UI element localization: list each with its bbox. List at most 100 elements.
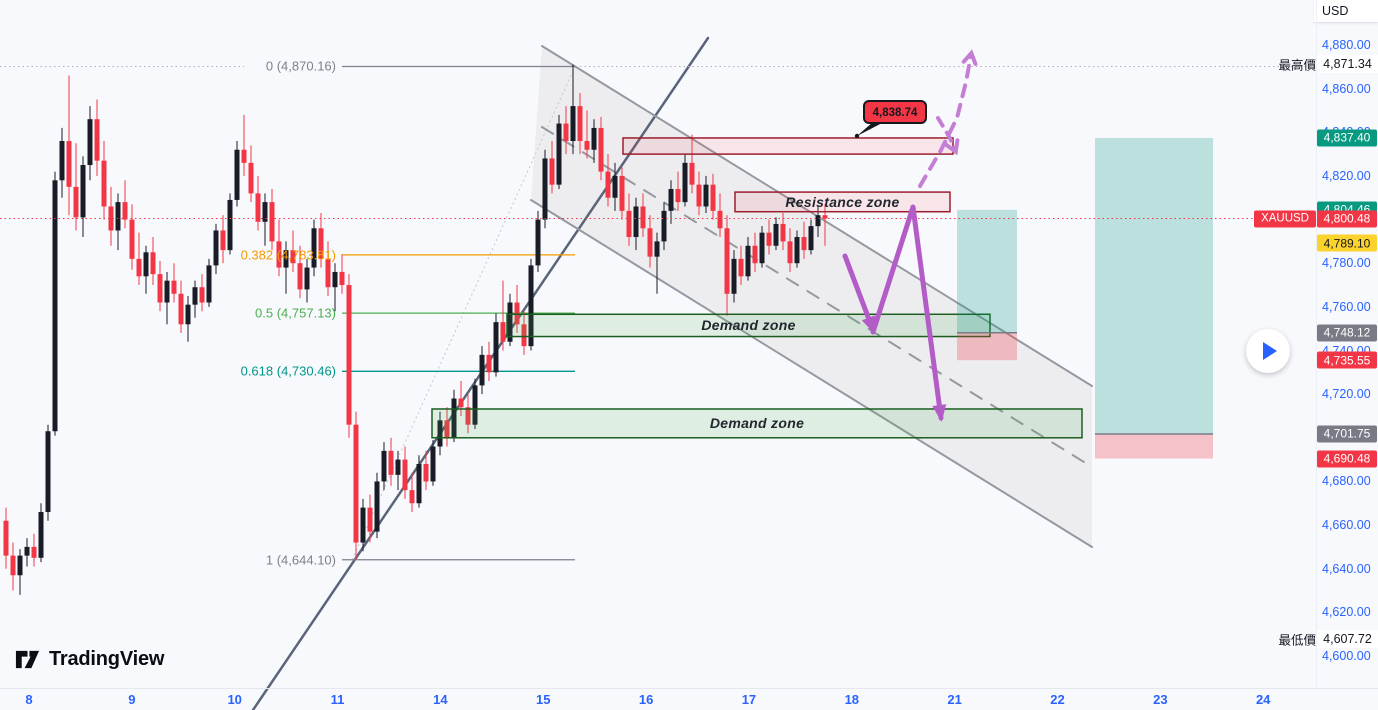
candle-body [59,141,65,181]
candle-body [661,210,667,242]
time-label-17: 17 [741,692,757,707]
candle-body [332,271,338,288]
candle-body [297,263,303,290]
candle-body [612,175,618,198]
candle-body [654,241,660,257]
channel-lower-line[interactable] [530,199,1093,548]
price-callout[interactable]: 4,838.74 [854,100,927,139]
time-label-8: 8 [25,692,33,707]
candle-body [227,199,233,251]
candle-body [773,223,779,246]
time-label-23: 23 [1153,692,1168,707]
candle-body [822,215,828,219]
channel-mid-line[interactable] [541,126,1093,468]
axis-currency-cell[interactable]: USD [1314,0,1378,23]
projection-arrow-dashed-up[interactable] [918,49,978,188]
candle-body [129,219,135,259]
candle-body [38,511,44,558]
candle-body [220,230,226,251]
time-label-24: 24 [1255,692,1271,707]
candle-body [255,193,261,222]
candle-body [311,228,317,268]
candle-body [248,162,254,194]
candle-body [213,230,219,266]
candle-body [598,127,604,172]
candle-body [143,252,149,277]
candle-body [619,175,625,211]
descending-channel-fill[interactable] [531,46,1092,547]
candle-body [73,186,79,218]
candle-body [668,189,674,211]
candle-body [724,228,730,294]
candle-body [710,184,716,211]
candle-body [262,202,268,222]
demand-zone-2[interactable] [431,408,1083,439]
time-label-16: 16 [638,692,654,707]
candle-body [626,210,632,238]
replay-play-button[interactable] [1246,329,1290,373]
candle-body [185,304,191,325]
demand-zone-1[interactable] [506,313,991,338]
candle-body [3,520,9,556]
candle-body [101,160,107,207]
time-label-14: 14 [433,692,448,707]
candle-body [17,555,23,576]
candle-body [10,555,16,576]
candle-body [388,450,394,475]
long-position-small-profit-area[interactable] [957,209,1017,333]
candle-body [87,119,93,166]
candle-body [346,285,352,425]
candle-body [458,398,464,408]
play-icon [1263,342,1277,360]
candle-body [325,258,331,288]
projection-arrow-zigzag[interactable] [870,204,947,422]
candle-body [395,459,401,475]
long-position-small-loss-area[interactable] [957,332,1017,361]
supply-box[interactable] [622,137,954,155]
candle-body [577,106,583,142]
candle-body [808,226,814,251]
candle-body [794,237,800,264]
projection-arrow-dashed-hook[interactable] [936,116,960,156]
time-label-9: 9 [128,692,136,707]
candle-body [801,237,807,251]
candle-body [787,241,793,264]
candle-body [234,149,240,200]
candle-body [486,354,492,373]
time-label-15: 15 [536,692,551,707]
long-position-large-profit-area[interactable] [1095,137,1213,434]
candle-body [759,232,765,264]
candle-body [304,267,310,290]
candle-body [682,162,688,203]
resistance-zone[interactable] [734,191,951,213]
candle-body [24,546,30,556]
tradingview-logo-text: TradingView [49,648,165,670]
projection-arrow-down-1[interactable] [842,253,876,334]
candle-body [591,127,597,150]
long-position-large-loss-area[interactable] [1095,433,1213,459]
candle-body [647,228,653,257]
candle-body [353,424,359,543]
time-axis[interactable]: 8 9 10 11 14 15 16 17 18 21 22 23 24 [0,688,1378,710]
candle-body [276,241,282,268]
candle-body [633,206,639,238]
candle-body [178,293,184,325]
candle-body [45,431,51,512]
tradingview-logo[interactable]: TradingView [14,646,164,673]
candle-body [556,123,562,185]
time-label-21: 21 [947,692,962,707]
candle-body [241,149,247,163]
candle-body [640,206,646,229]
candle-body [430,446,436,482]
candle-body [563,123,569,142]
time-label-10: 10 [227,692,242,707]
candle-body [94,119,100,161]
candle-body [549,158,555,185]
candle-body [444,420,450,438]
candle-body [731,258,737,294]
candle-body [696,184,702,207]
candle-body [52,180,58,432]
candle-body [122,202,128,220]
